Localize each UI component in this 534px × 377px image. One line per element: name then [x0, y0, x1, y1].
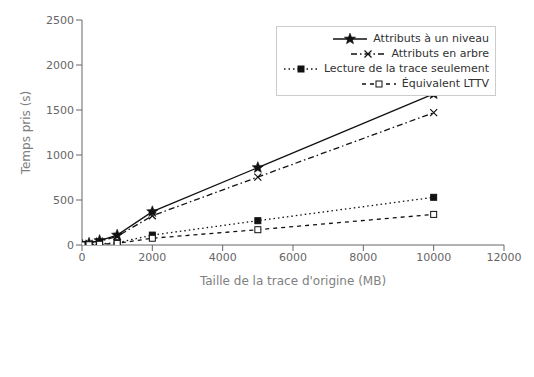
svg-text:2500: 2500	[46, 14, 74, 27]
html-text:Attributs à un niveau: Attributs à un niveau	[373, 32, 489, 45]
svg-text:6000: 6000	[279, 251, 307, 264]
svg-text:500: 500	[53, 194, 74, 207]
svg-text:Taille de la trace d'origine (: Taille de la trace d'origine (MB)	[199, 274, 386, 288]
svg-text:1000: 1000	[46, 149, 74, 162]
svg-text:2000: 2000	[46, 59, 74, 72]
svg-text:0: 0	[67, 239, 74, 252]
html-text:Attributs en arbre: Attributs en arbre	[391, 47, 489, 60]
html-text:Équivalent LTTV: Équivalent LTTV	[401, 77, 489, 90]
html-text:Lecture de la trace seulement: Lecture de la trace seulement	[323, 62, 489, 75]
svg-text:4000: 4000	[209, 251, 237, 264]
svg-text:12000: 12000	[487, 251, 522, 264]
svg-text:10000: 10000	[416, 251, 451, 264]
svg-text:8000: 8000	[349, 251, 377, 264]
svg-text:0: 0	[79, 251, 86, 264]
svg-text:2000: 2000	[138, 251, 166, 264]
svg-text:Temps pris (s): Temps pris (s)	[19, 91, 33, 176]
svg-text:1500: 1500	[46, 104, 74, 117]
